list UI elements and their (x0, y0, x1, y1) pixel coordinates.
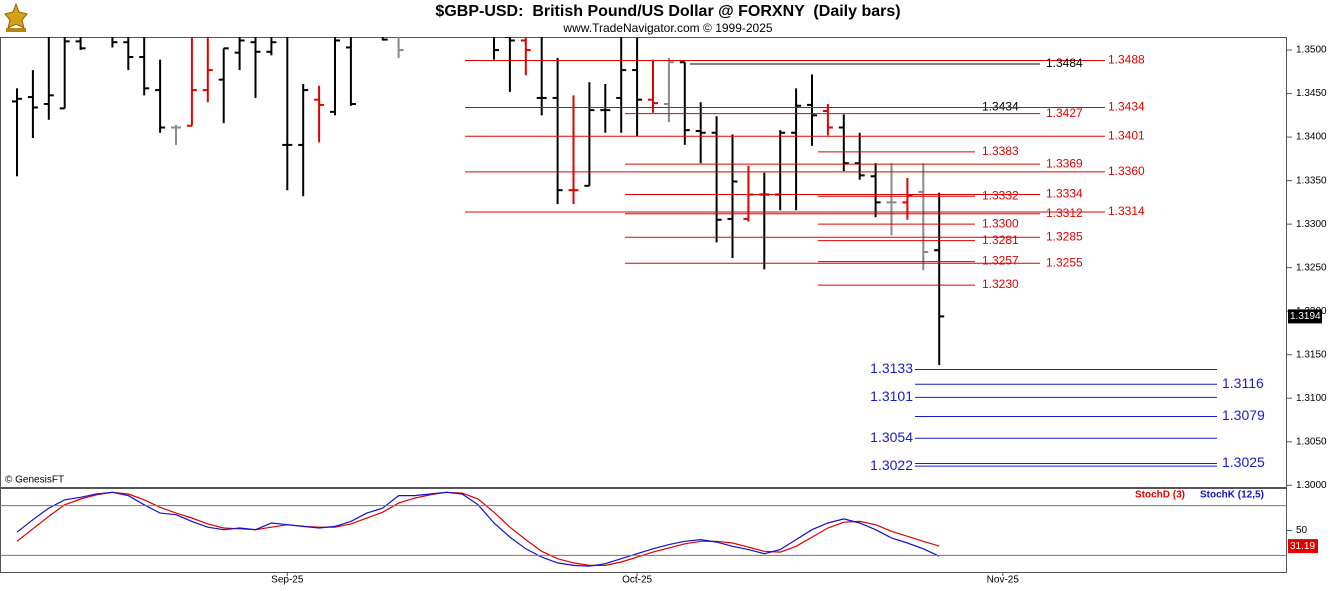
y-tick-label: 1.3150 (1296, 349, 1327, 360)
stoch-line (16, 491, 940, 567)
last-price-label: 1.3194 (1290, 311, 1321, 322)
level-label: 1.3312 (1046, 206, 1083, 220)
x-tick-label: Oct-25 (622, 575, 652, 586)
level-label: 1.3230 (982, 277, 1019, 291)
legend-entry: StochD (3) (1135, 490, 1185, 501)
last-price-box (1288, 309, 1322, 324)
level-label: 1.3116 (1222, 375, 1264, 391)
y-tick-label: 1.3050 (1296, 436, 1327, 447)
level-label: 1.3332 (982, 188, 1019, 202)
last-value-label: 31.19 (1290, 541, 1315, 552)
level-label: 1.3079 (1222, 407, 1265, 423)
y-tick-label: 50 (1296, 525, 1308, 536)
level-label: 1.3434 (1108, 100, 1145, 114)
level-label: 1.3383 (982, 144, 1019, 158)
y-tick-label: 1.3250 (1296, 262, 1327, 273)
level-label: 1.3054 (870, 429, 913, 445)
level-label: 1.3255 (1046, 255, 1083, 269)
price-panel (0, 37, 1287, 488)
x-tick-label: Nov-25 (987, 575, 1020, 586)
y-tick-label: 1.3100 (1296, 393, 1327, 404)
level-label: 1.3257 (982, 254, 1019, 268)
last-value-box (1288, 539, 1318, 554)
y-tick-label: 1.3500 (1296, 45, 1327, 56)
level-label: 1.3334 (1046, 187, 1083, 201)
level-label: 1.3488 (1108, 53, 1145, 67)
level-label: 1.3133 (870, 360, 913, 376)
legend-entry: StochK (12,5) (1200, 490, 1264, 501)
level-label: 1.3285 (1046, 229, 1083, 243)
level-label: 1.3025 (1222, 454, 1265, 470)
y-tick-label: 1.3400 (1296, 132, 1327, 143)
level-label: 1.3022 (870, 457, 913, 473)
level-label: 1.3281 (982, 233, 1019, 247)
chart-subtitle: www.TradeNavigator.com © 1999-2025 (562, 21, 772, 35)
level-label: 1.3369 (1046, 156, 1083, 170)
level-label: 1.3300 (982, 216, 1019, 230)
credit: © GenesisFT (5, 475, 64, 486)
y-tick-label: 1.3300 (1296, 219, 1327, 230)
level-label: 1.3360 (1108, 164, 1145, 178)
stoch-lines (16, 491, 940, 567)
price-bars (12, 37, 945, 366)
x-tick-label: Sep-25 (271, 575, 304, 586)
level-label: 1.3314 (1108, 204, 1145, 218)
y-tick-label: 1.3450 (1296, 88, 1327, 99)
stoch-panel (0, 488, 1287, 573)
chart-title: $GBP-USD: British Pound/US Dollar @ FORX… (435, 3, 900, 20)
logo (4, 2, 28, 32)
y-tick-label: 1.3350 (1296, 175, 1327, 186)
level-label: 1.3401 (1108, 128, 1145, 142)
level-label: 1.3101 (870, 388, 913, 404)
stoch-line (16, 491, 940, 566)
level-label: 1.3427 (1046, 106, 1083, 120)
level-label: 1.3434 (982, 100, 1019, 114)
y-tick-label: 1.3000 (1296, 480, 1327, 491)
level-label: 1.3484 (1046, 56, 1083, 70)
